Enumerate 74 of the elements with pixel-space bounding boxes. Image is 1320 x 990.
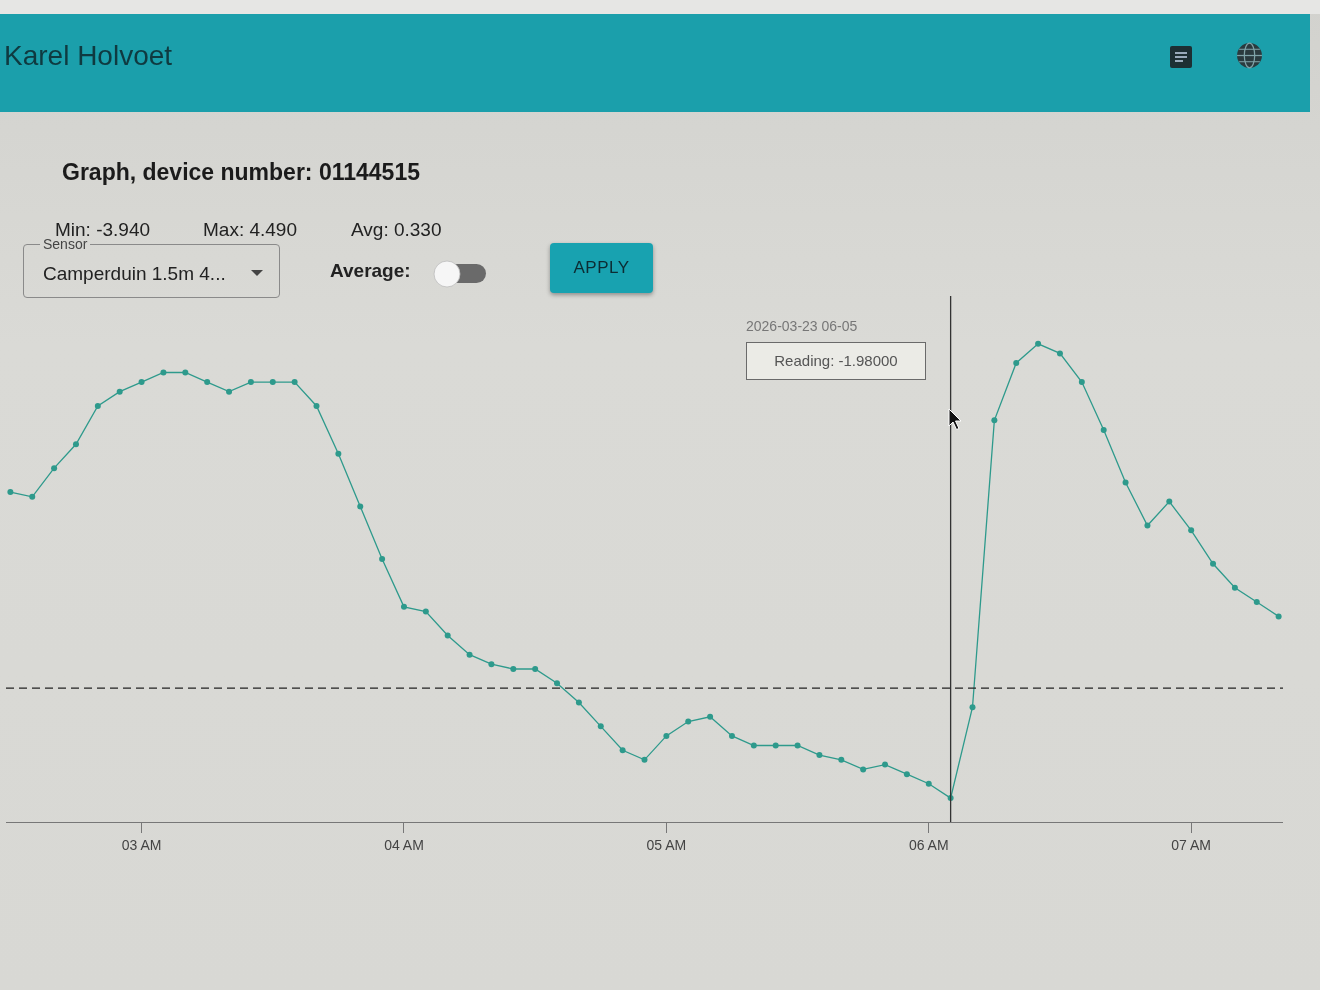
point: [619, 747, 626, 754]
point: [422, 608, 429, 615]
text: Average:: [330, 260, 411, 282]
point: [991, 417, 998, 424]
point: [357, 503, 364, 510]
point: [750, 742, 757, 749]
point: [969, 704, 976, 711]
point: [138, 379, 145, 386]
point: [488, 661, 495, 668]
point: [1035, 340, 1042, 347]
point: [1275, 613, 1282, 620]
point: [728, 732, 735, 739]
x-tick-label: 03 AM: [121, 836, 162, 853]
text: 2026-03-23 06-05: [746, 318, 858, 335]
point: [532, 665, 539, 672]
button: APPLY: [550, 243, 653, 293]
point: [1122, 479, 1129, 486]
point: [816, 752, 823, 759]
point: [1013, 359, 1020, 366]
point: [226, 388, 233, 395]
x-tick-label: 05 AM: [646, 836, 687, 853]
point: [597, 723, 604, 730]
annotation: Reading: -1.98000: [774, 352, 898, 370]
point: [1231, 584, 1238, 591]
x-tick-label: 07 AM: [1171, 836, 1212, 853]
tooltip-box: Reading: -1.98000: [746, 342, 926, 380]
point: [379, 556, 386, 562]
text: Camperduin 1.5m 4...: [43, 263, 226, 285]
point: [860, 766, 867, 773]
point: [882, 761, 889, 768]
text: Avg: 0.330: [351, 219, 442, 241]
text: Max: 4.490: [203, 219, 297, 241]
point: [554, 680, 561, 687]
point: [1100, 426, 1107, 433]
point: [1078, 379, 1085, 386]
point: [1144, 522, 1151, 529]
point: [94, 402, 101, 409]
point: [1253, 599, 1260, 606]
point: [663, 732, 670, 739]
point: [291, 379, 298, 386]
point: [269, 379, 276, 386]
point: [707, 713, 714, 720]
point: [685, 718, 692, 725]
point: [7, 489, 14, 496]
point: [510, 665, 517, 672]
point: [51, 465, 58, 472]
x-tick-label: 04 AM: [384, 836, 424, 853]
point: [794, 742, 801, 749]
point: [116, 388, 123, 395]
x-tick-label: 06 AM: [908, 836, 949, 853]
point: [772, 742, 779, 749]
point: [160, 369, 167, 376]
point: [444, 632, 451, 639]
point: [29, 493, 36, 500]
point: [1188, 527, 1195, 534]
point: [335, 450, 342, 457]
point: [247, 379, 254, 386]
point: [641, 756, 648, 763]
point: [204, 379, 211, 386]
point: [925, 780, 932, 787]
text: Min: -3.940: [55, 219, 151, 240]
chart-title: Graph, device number: 01144515: [62, 158, 420, 186]
point: [182, 369, 189, 376]
point: [466, 651, 473, 658]
point: [72, 441, 79, 448]
point: [903, 771, 910, 778]
point: [838, 756, 845, 763]
point: [313, 402, 320, 409]
point: [575, 699, 582, 706]
point: [1210, 560, 1217, 567]
point: [1166, 498, 1173, 505]
point: [400, 603, 407, 610]
text: Karel Holvoet: [4, 40, 173, 72]
point: [1056, 350, 1063, 357]
